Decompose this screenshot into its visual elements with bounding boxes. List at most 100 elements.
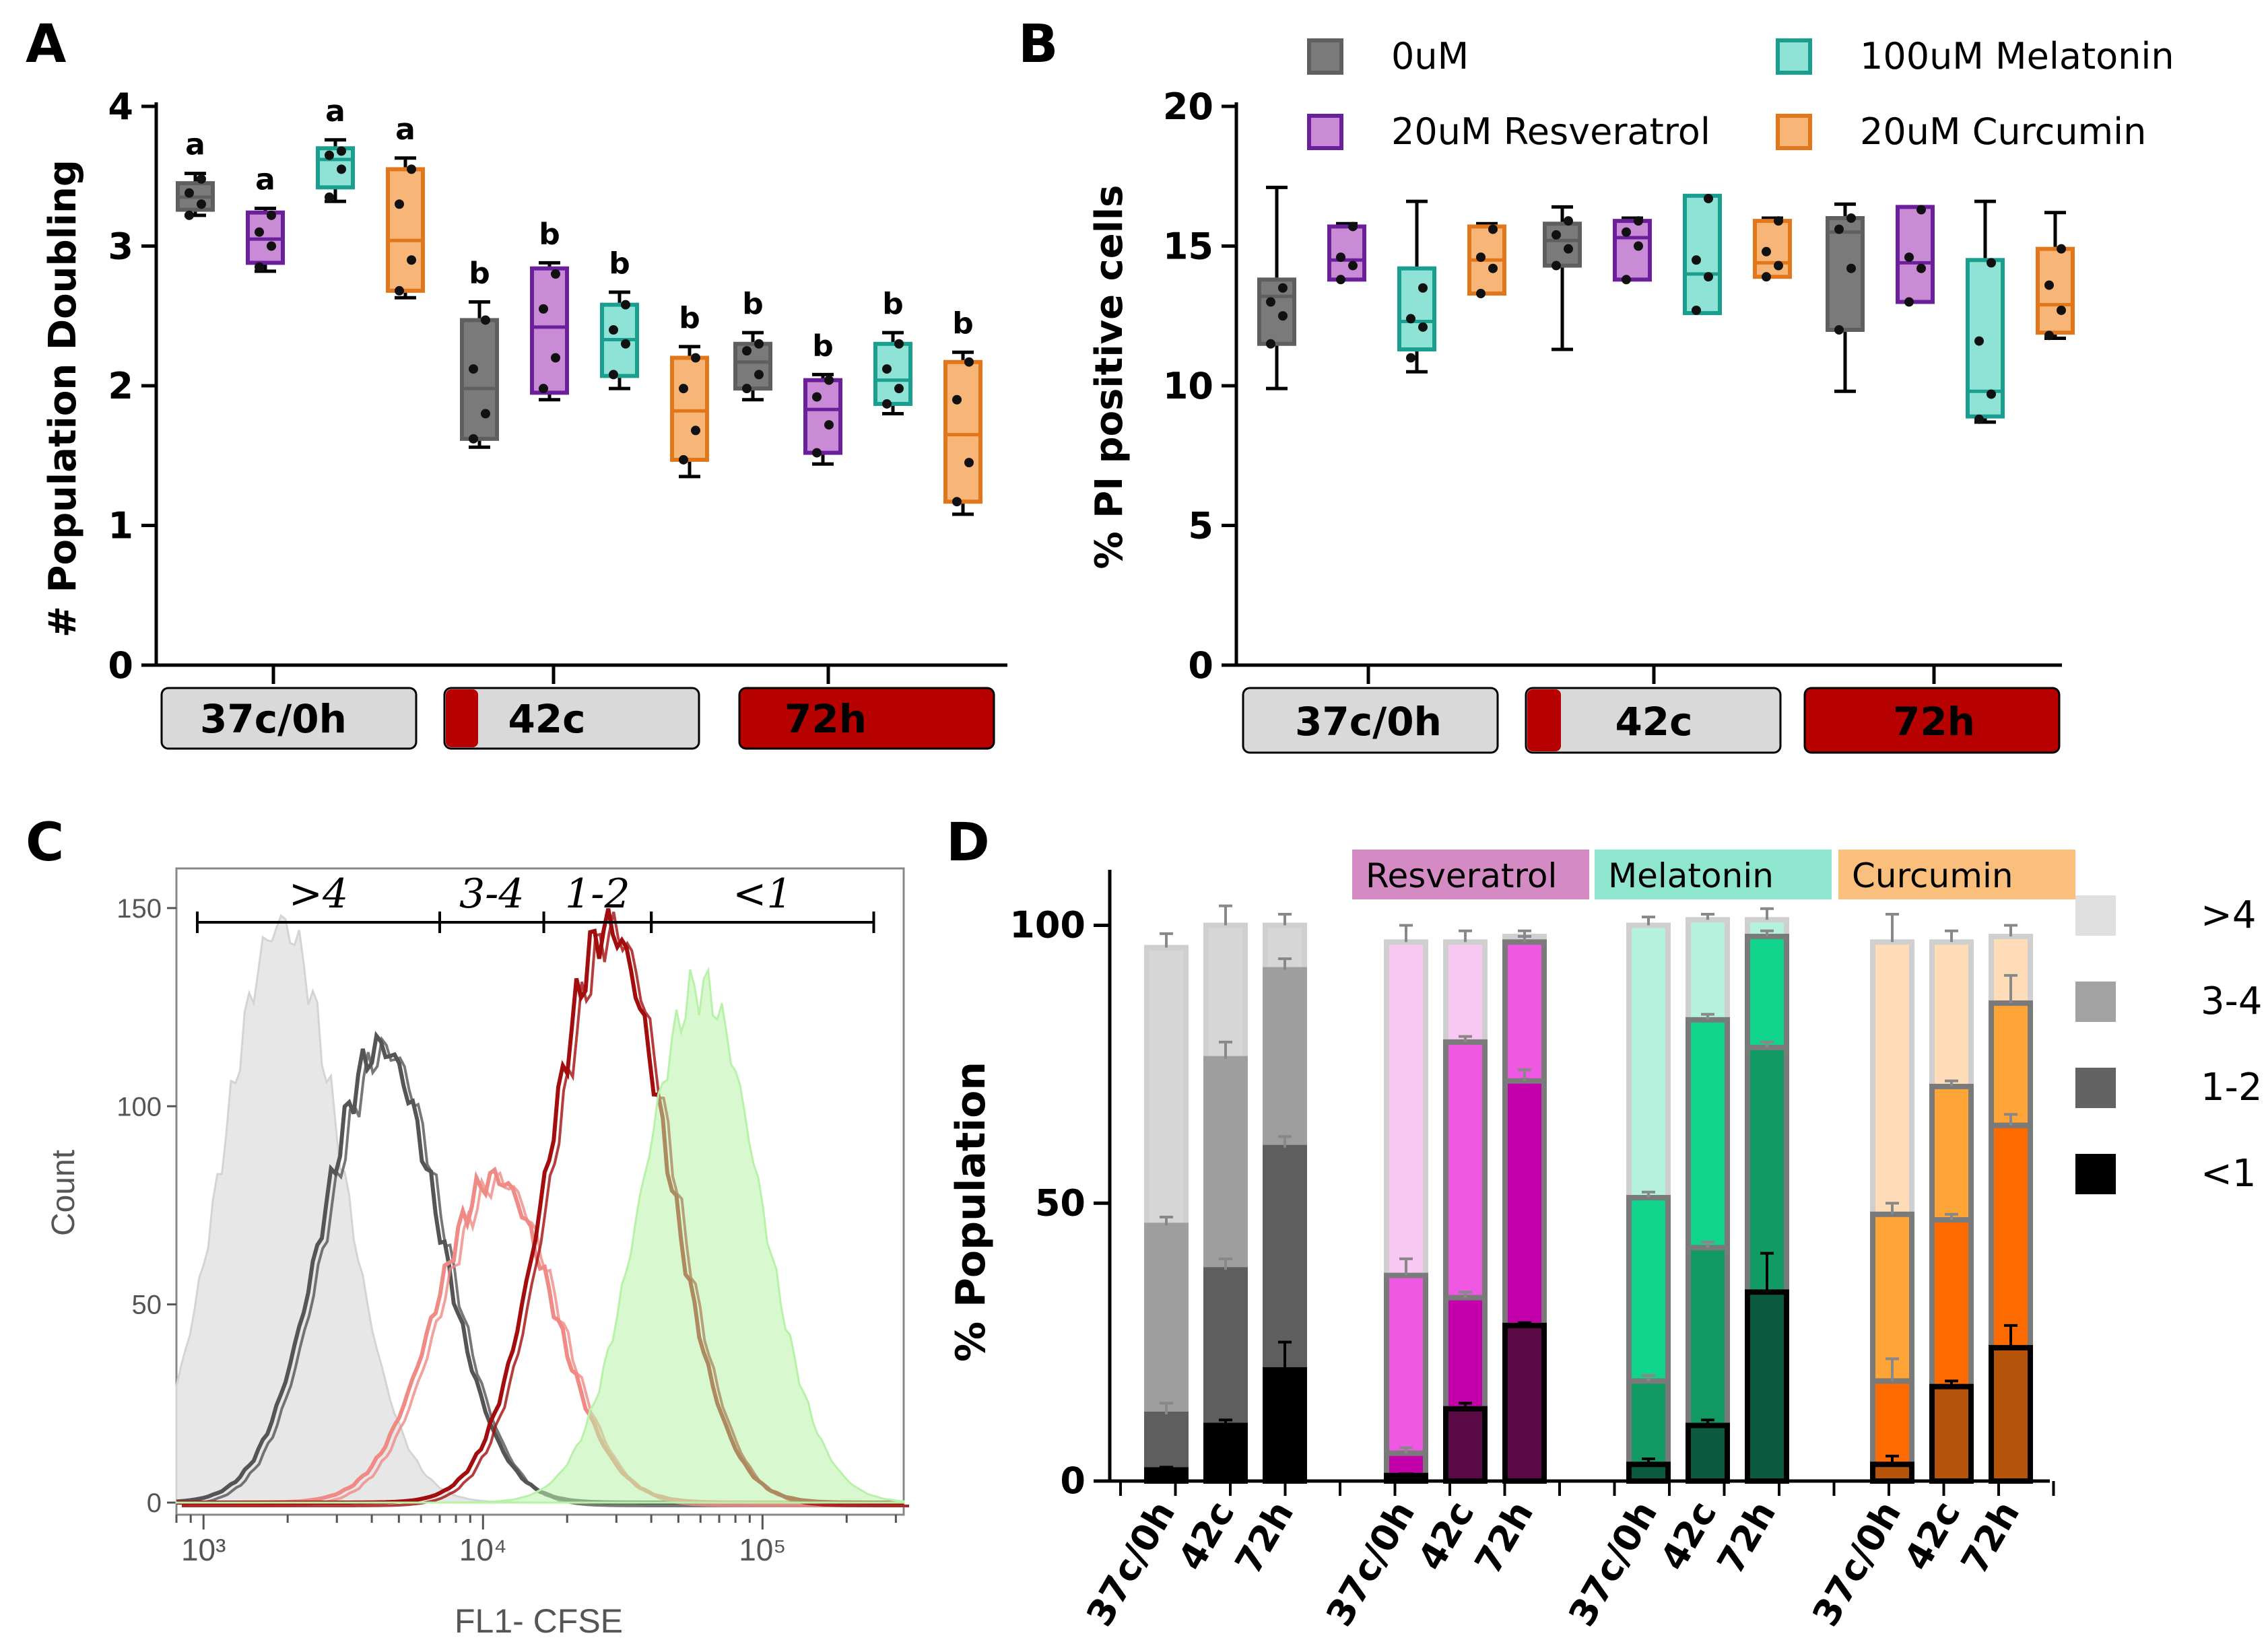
condition-label-b-42c: 42c (1615, 699, 1692, 745)
bar-segment-lt1 (1747, 1292, 1787, 1481)
data-point (952, 394, 962, 405)
panel-d: % Population 0 50 100 Resveratrol Melatonin C… (947, 850, 2262, 1633)
data-point (1564, 244, 1573, 254)
data-point (812, 392, 822, 402)
bar-segment-1-2 (1147, 1414, 1186, 1470)
x-tick-label: 72h (1227, 1494, 1302, 1581)
data-point (337, 164, 346, 174)
significance-letter: a (325, 94, 345, 129)
treatment-tag-label: Melatonin (1608, 856, 1774, 895)
data-point (551, 269, 560, 279)
panel-d-legend-item-gt4: >4 (2075, 893, 2257, 937)
treatment-tag (1838, 850, 2075, 899)
bar-segment-gt4 (1387, 942, 1426, 1276)
data-point (1552, 230, 1561, 240)
data-point (267, 210, 276, 220)
data-point (812, 448, 822, 458)
legend-item-melatonin: 100uM Melatonin (1776, 35, 2174, 77)
box (1683, 193, 1722, 316)
treatment-tag (1352, 850, 1589, 899)
data-point (539, 384, 548, 394)
x-tick-label: 10⁴ (459, 1532, 507, 1567)
generation-label: >4 (289, 870, 348, 918)
data-point (1692, 255, 1701, 265)
y-tick-label: 15 (1163, 226, 1213, 268)
panel-c-xlabel: FL1- CFSE (455, 1602, 623, 1640)
data-point (185, 210, 194, 220)
bar-segment-lt1 (1932, 1386, 1971, 1481)
data-point (469, 434, 478, 444)
treatment-tag (1595, 850, 1832, 899)
bar-segment-lt1 (1873, 1464, 1912, 1481)
data-point (1762, 272, 1771, 282)
bar-segment-1-2 (1265, 1147, 1304, 1370)
data-point (742, 346, 752, 356)
bar-segment-3-4 (1446, 1041, 1485, 1298)
data-point (197, 199, 206, 209)
data-point (1704, 272, 1713, 282)
generation-label: 3-4 (459, 870, 525, 918)
data-point (1834, 224, 1844, 234)
bar-segment-gt4 (1932, 942, 1971, 1087)
data-point (395, 285, 404, 296)
bar-segment-lt1 (1629, 1464, 1668, 1481)
y-tick-label: 2 (108, 365, 133, 407)
bar-segment-3-4 (1932, 1086, 1971, 1221)
data-point (609, 370, 618, 380)
data-point (2057, 244, 2066, 254)
panel-d-ylabel: % Population (947, 1062, 995, 1362)
panel-d-legend-swatch-gt4 (2075, 895, 2116, 936)
box (1613, 219, 1652, 282)
y-tick-label: 0 (108, 644, 133, 687)
data-point (407, 164, 416, 174)
condition-label-a-37c: 37c/0h (200, 696, 347, 742)
data-point (1488, 263, 1498, 273)
bar-segment-1-2 (1629, 1381, 1668, 1465)
data-point (185, 188, 194, 198)
significance-letter: b (679, 301, 700, 335)
data-point (337, 146, 346, 156)
data-point (551, 353, 560, 363)
data-point (754, 339, 764, 349)
bar-segment-3-4 (1147, 1225, 1186, 1414)
legend-label-resveratrol: 20uM Resveratrol (1391, 110, 1710, 153)
data-point (691, 425, 700, 436)
x-tick-label: 42c (1170, 1494, 1242, 1577)
panel-d-legend-item-1-2: 1-2 (2075, 1066, 2262, 1109)
y-tick-label: 0 (1188, 644, 1213, 687)
y-tick-label: 50 (1035, 1181, 1086, 1224)
data-point (1348, 221, 1358, 232)
panel-d-legend: >4 3-4 1-2 <1 (2075, 893, 2262, 1196)
box (873, 341, 912, 406)
data-point (824, 375, 834, 385)
data-point (481, 315, 490, 325)
x-tick-label: 42c (1652, 1494, 1725, 1577)
data-point (1987, 389, 1996, 399)
data-point (197, 174, 206, 184)
box (1327, 224, 1366, 282)
significance-letter: b (812, 329, 834, 363)
bar-segment-1-2 (1446, 1297, 1485, 1409)
y-tick-label: 5 (1188, 505, 1213, 547)
data-point (882, 399, 892, 409)
data-point (395, 199, 404, 209)
x-tick-label: 72h (1709, 1494, 1784, 1581)
data-point (469, 364, 478, 374)
panel-d-legend-label-lt1: <1 (2201, 1152, 2257, 1196)
x-tick-label: 42c (1896, 1494, 1968, 1577)
data-point (1406, 353, 1415, 363)
bar-segment-3-4 (1747, 936, 1787, 1048)
data-point (1278, 283, 1288, 293)
panel-b-ylabel: % PI positive cells (1088, 185, 1131, 570)
panel-b: % PI positive cells 0 5 10 15 20 (1088, 85, 2075, 687)
data-point (1622, 275, 1631, 285)
data-point (255, 227, 264, 237)
data-point (255, 262, 264, 272)
data-point (1552, 261, 1561, 271)
data-point (325, 150, 334, 160)
data-point (1762, 246, 1771, 256)
significance-letter: a (395, 112, 415, 147)
y-tick-label: 100 (116, 1092, 162, 1122)
data-point (1476, 289, 1486, 299)
data-point (1564, 216, 1573, 226)
